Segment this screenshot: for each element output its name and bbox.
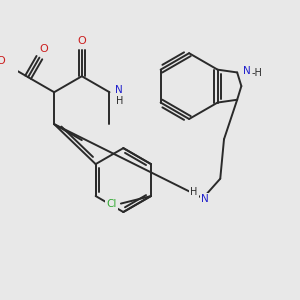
Text: N: N [116,85,123,95]
Text: O: O [77,35,86,46]
Text: -H: -H [251,68,262,78]
Text: H: H [190,187,198,197]
Text: O: O [40,44,49,55]
Text: H: H [116,96,123,106]
Text: N: N [243,66,250,76]
Text: N: N [201,194,209,204]
Text: O: O [0,56,5,66]
Text: Cl: Cl [106,199,117,208]
